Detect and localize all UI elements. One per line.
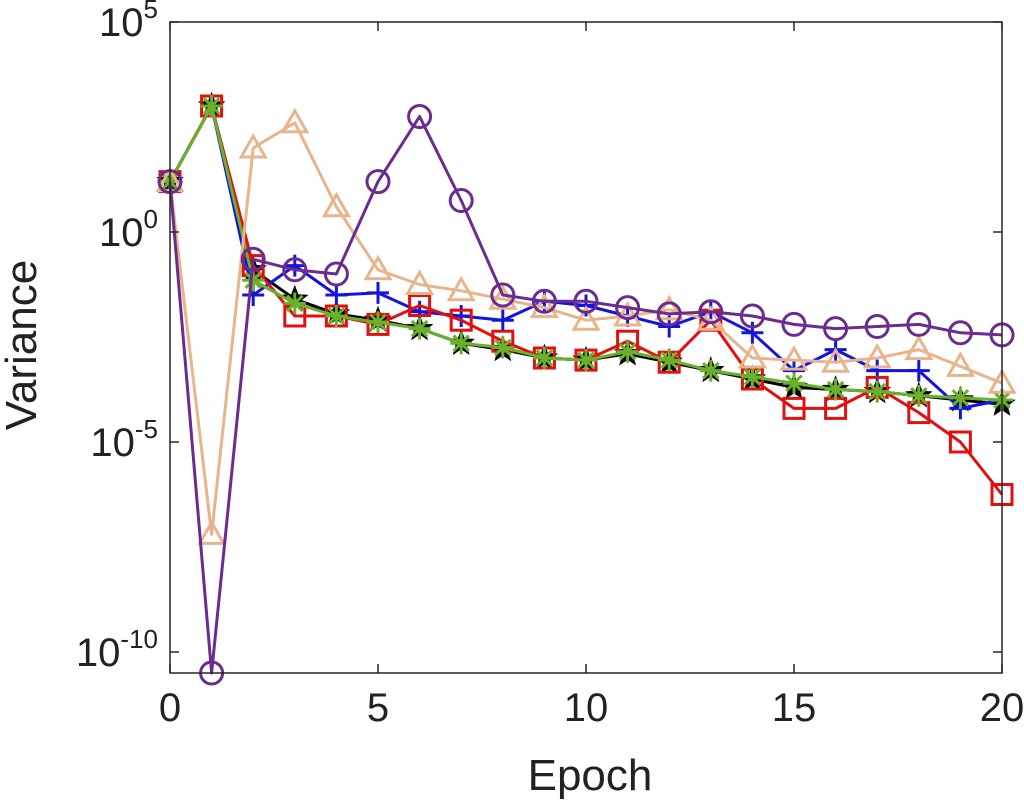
- point-marker-asterisk: [658, 349, 681, 372]
- point-marker-asterisk: [325, 305, 348, 327]
- point-marker-circle: [864, 314, 890, 339]
- y-tick-base: 10: [99, 211, 144, 255]
- point-marker-asterisk: [866, 380, 889, 403]
- point-marker-asterisk: [283, 292, 306, 315]
- point-marker-circle: [656, 301, 682, 327]
- point-marker-triangle: [238, 132, 268, 159]
- point-marker-square: [948, 430, 972, 454]
- x-tick-label: 20: [980, 686, 1024, 730]
- x-tick-label: 10: [564, 686, 609, 730]
- point-marker-circle: [823, 316, 849, 342]
- point-marker-plus: [741, 321, 764, 344]
- y-tick-exponent: 5: [144, 0, 158, 24]
- point-marker-triangle: [696, 305, 726, 331]
- point-marker-asterisk: [450, 332, 473, 355]
- point-marker-square: [408, 294, 432, 317]
- point-marker-asterisk: [783, 372, 805, 395]
- x-tick-label: 5: [367, 686, 389, 730]
- point-marker-circle: [490, 282, 516, 308]
- point-marker-square: [782, 396, 806, 420]
- point-marker-asterisk: [491, 336, 514, 359]
- x-tick-label: 0: [159, 686, 181, 730]
- point-marker-circle: [282, 257, 308, 283]
- point-marker-plus: [491, 309, 514, 332]
- point-marker-triangle: [821, 347, 851, 373]
- y-axis-title: Variance: [0, 260, 46, 430]
- point-marker-triangle: [529, 292, 559, 319]
- point-marker-asterisk: [741, 365, 764, 388]
- y-tick-exponent: -5: [135, 414, 158, 444]
- point-marker-triangle: [405, 269, 435, 295]
- point-marker-triangle: [571, 305, 601, 331]
- y-tick-base: 10: [99, 1, 144, 45]
- point-marker-triangle: [737, 342, 767, 369]
- point-marker-asterisk: [242, 269, 265, 292]
- point-marker-triangle: [904, 334, 934, 361]
- point-marker-circle: [781, 311, 807, 337]
- point-marker-circle: [240, 246, 266, 272]
- x-axis-title: Epoch: [528, 751, 653, 800]
- point-marker-circle: [323, 261, 349, 287]
- point-marker-circle: [615, 295, 641, 321]
- point-marker-triangle: [321, 191, 351, 218]
- point-marker-circle: [448, 188, 474, 213]
- point-marker-triangle: [654, 294, 684, 321]
- point-marker-triangle: [280, 107, 310, 134]
- point-marker-asterisk: [533, 347, 556, 369]
- point-marker-triangle: [446, 275, 476, 302]
- point-marker-circle: [906, 311, 932, 337]
- point-marker-triangle: [488, 284, 518, 310]
- y-tick-base: 10: [76, 631, 121, 675]
- point-marker-asterisk: [824, 378, 847, 401]
- point-marker-asterisk: [699, 359, 722, 382]
- point-marker-triangle: [363, 254, 393, 281]
- point-marker-asterisk: [907, 384, 930, 407]
- series-asterisk: [159, 95, 1013, 411]
- point-marker-triangle: [862, 342, 892, 369]
- point-marker-circle: [531, 288, 557, 314]
- point-marker-circle: [365, 169, 391, 195]
- point-marker-asterisk: [200, 95, 223, 117]
- y-tick-label: 10-5: [90, 414, 158, 465]
- point-marker-plus: [367, 281, 389, 304]
- point-marker-plus: [907, 359, 930, 382]
- point-marker-asterisk: [367, 311, 389, 334]
- point-marker-asterisk: [408, 317, 431, 340]
- point-marker-circle: [947, 320, 973, 346]
- series-triangle: [155, 107, 1017, 545]
- point-marker-circle: [407, 104, 433, 129]
- point-marker-circle: [698, 299, 724, 325]
- y-tick-label: 10-10: [76, 624, 158, 675]
- point-marker-triangle: [613, 300, 643, 327]
- point-marker-plus: [325, 284, 348, 306]
- point-marker-circle: [739, 303, 765, 329]
- point-marker-triangle: [197, 519, 227, 545]
- y-tick-label: 105: [99, 0, 158, 45]
- y-tick-exponent: -10: [120, 624, 158, 654]
- point-marker-circle: [573, 288, 599, 314]
- x-tick-label: 15: [772, 686, 817, 730]
- point-marker-asterisk: [616, 340, 639, 363]
- y-tick-base: 10: [90, 421, 135, 465]
- point-marker-asterisk: [949, 386, 972, 409]
- y-tick-exponent: 0: [144, 204, 158, 234]
- y-tick-label: 100: [99, 204, 158, 255]
- point-marker-plus: [450, 305, 473, 327]
- series-line: [168, 121, 1003, 536]
- point-marker-triangle: [945, 351, 975, 377]
- series-line: [168, 115, 1003, 675]
- series-layer: [155, 91, 1017, 686]
- point-marker-asterisk: [575, 349, 597, 372]
- series-circle: [157, 104, 1015, 686]
- point-marker-square: [449, 308, 473, 332]
- point-marker-triangle: [779, 345, 809, 371]
